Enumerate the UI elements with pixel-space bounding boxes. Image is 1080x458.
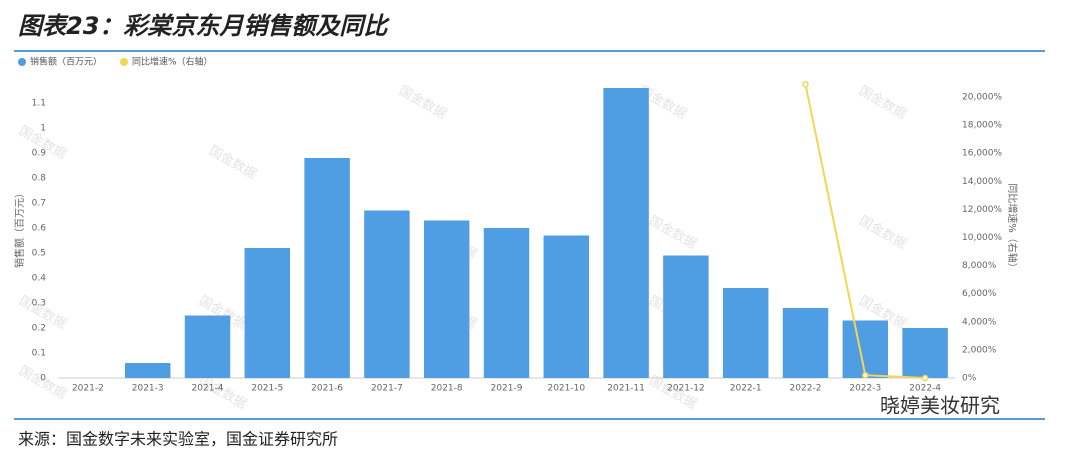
brand-watermark: 晓婷美妆研究 [880,394,1000,418]
bar [902,328,948,378]
y2-tick-label: 4,000% [962,317,997,327]
bar [364,210,410,378]
y2-tick-label: 0% [962,374,977,384]
bar [603,88,649,378]
x-tick-label: 2022-3 [849,384,881,394]
line-point [862,371,869,379]
x-tick-label: 2021-2 [72,384,104,394]
source: 来源：国金数字未来实验室，国金证券研究所 [18,430,338,449]
y2-tick-label: 2,000% [962,345,997,355]
watermark: 国金数据 [396,83,449,123]
x-tick-label: 2021-8 [431,384,463,394]
y-axis-label: 销售额（百万元） [13,188,26,268]
watermark: 国金数据 [646,213,699,253]
watermark: 国金数据 [206,143,259,183]
chart-title: 图表23：彩棠京东月销售额及同比 [18,12,390,40]
watermark: 国金数据 [856,83,909,123]
y-tick-label: 0.8 [32,174,47,184]
bar [722,288,769,378]
bar [842,320,889,378]
y2-tick-label: 18,000% [962,121,1002,131]
line-point [802,81,809,88]
y2-tick-label: 8,000% [962,261,997,271]
line-point [921,374,929,382]
watermark: 国金数据 [856,213,909,253]
bar [244,248,291,378]
bar [782,308,829,378]
legend-swatch [18,58,26,66]
x-tick-label: 2021-11 [607,384,645,394]
y-tick-label: 1.1 [32,99,46,109]
y-tick-label: 0.6 [32,224,47,234]
y-tick-label: 0 [40,374,46,384]
x-tick-label: 2021-4 [192,384,224,394]
x-tick-label: 2021-3 [132,384,164,394]
x-tick-label: 2021-9 [491,384,523,394]
x-tick-label: 2021-12 [667,384,705,394]
y-tick-label: 1 [40,124,46,134]
y-tick-label: 0.4 [32,274,47,284]
y2-tick-label: 10,000% [962,233,1002,243]
bar [304,158,350,378]
x-tick-label: 2021-7 [371,384,403,394]
y-tick-label: 0.1 [32,349,46,359]
y2-tick-label: 16,000% [962,149,1002,159]
y2-tick-label: 12,000% [962,205,1002,215]
y-tick-label: 0.5 [32,249,46,259]
bar [124,363,171,378]
y-tick-label: 0.7 [32,199,46,209]
x-tick-label: 2022-4 [909,384,941,394]
y2-axis-label: 同比增速%（右轴） [1006,183,1019,273]
bar [423,220,470,378]
bar [483,228,530,378]
x-tick-label: 2022-1 [730,384,762,394]
legend-label: 同比增速%（右轴） [132,56,213,68]
y-tick-label: 0.9 [32,149,47,159]
y2-tick-label: 20,000% [962,92,1002,102]
bar [543,235,590,378]
bar [663,255,709,378]
y2-tick-label: 14,000% [962,177,1002,187]
y-tick-label: 0.3 [32,299,46,309]
legend-swatch [120,58,128,66]
x-tick-label: 2021-5 [251,384,283,394]
y2-tick-label: 6,000% [962,289,997,299]
legend-label: 销售额（百万元） [30,56,102,68]
y-tick-label: 0.2 [32,324,46,334]
x-tick-label: 2021-10 [547,384,585,394]
x-tick-label: 2022-2 [790,384,822,394]
x-tick-label: 2021-6 [311,384,343,394]
bar [184,315,231,378]
